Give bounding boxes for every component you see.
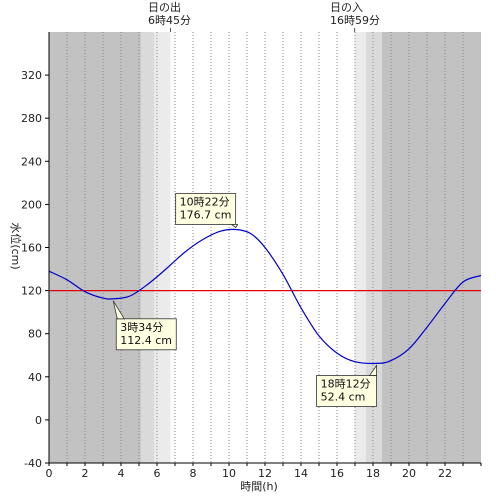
y-tick-label-0: 0	[35, 414, 42, 427]
series-group	[48, 228, 482, 365]
callout-pointer-1	[112, 300, 125, 320]
y-tick-label-80: 80	[28, 328, 42, 341]
y-tick-label-280: 280	[21, 112, 42, 125]
callout-pointer-0	[230, 224, 239, 229]
y-tick-label-120: 120	[21, 285, 42, 298]
x-axis-title: 時間(h)	[240, 480, 278, 493]
callout-box-1	[115, 318, 177, 351]
sunset-label: 日の入	[330, 1, 363, 14]
x-tick-label-0: 0	[46, 467, 53, 480]
light-bands	[49, 32, 481, 463]
tide-line	[48, 228, 482, 365]
axes	[45, 32, 482, 466]
callout-pointer-2	[368, 364, 377, 376]
callout-box-0	[175, 193, 237, 225]
y-tick-label-40: 40	[28, 371, 42, 384]
callout-level-0: 176.7 cm	[180, 209, 232, 222]
sunrise-label: 日の出	[148, 0, 181, 14]
y-axis-title: 水位(cm)	[9, 222, 23, 269]
twilight-band-1	[365, 32, 382, 463]
x-tick-label-20: 20	[402, 467, 416, 480]
x-tick-label-18: 18	[366, 467, 380, 480]
y-tick-label-160: 160	[21, 242, 42, 255]
y-tick-label-240: 240	[21, 155, 42, 168]
tick-labels: -40 0 40 80 120 160 200 240 280 320 0 2 4 6 8 10 12 14 16 1…	[21, 69, 452, 480]
x-tick-label-10: 10	[222, 467, 236, 480]
callout-level-1: 112.4 cm	[120, 334, 172, 347]
x-tick-label-6: 6	[154, 467, 161, 480]
x-tick-label-12: 12	[258, 467, 272, 480]
dusk-band-1	[354, 32, 366, 463]
callout-level-2: 52.4 cm	[321, 390, 366, 403]
callout-time-2: 18時12分	[321, 377, 371, 390]
x-tick-label-16: 16	[330, 467, 344, 480]
callout-time-0: 10時22分	[180, 196, 230, 209]
callout-box-2	[316, 375, 378, 407]
night-band-0	[49, 32, 141, 463]
x-tick-label-2: 2	[82, 467, 89, 480]
x-tick-label-4: 4	[118, 467, 125, 480]
y-tick-label--40: -40	[24, 457, 42, 470]
y-tick-label-200: 200	[21, 198, 42, 211]
x-tick-label-14: 14	[294, 467, 308, 480]
sunset-time: 16時59分	[330, 14, 380, 27]
twilight-band-0	[140, 32, 155, 463]
x-tick-label-22: 22	[438, 467, 452, 480]
sunrise-time: 6時45分	[148, 14, 191, 27]
callout-time-1: 3時34分	[120, 321, 163, 334]
dusk-band-0	[154, 32, 171, 463]
night-band-1	[382, 32, 481, 463]
x-tick-label-8: 8	[190, 467, 197, 480]
y-tick-label-320: 320	[21, 69, 42, 82]
sun-labels: 日の出 6時45分 日の入 16時59分	[148, 0, 380, 32]
